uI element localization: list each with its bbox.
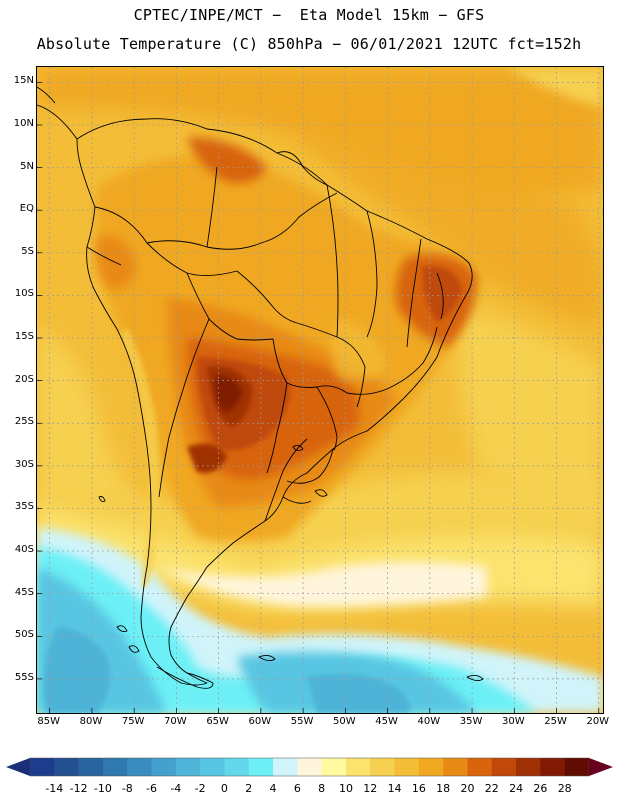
longitude-label: 60W	[248, 716, 272, 727]
colorbar-swatch	[127, 758, 153, 776]
latitude-label: 40S	[14, 544, 34, 556]
latitude-label: 20S	[14, 373, 34, 385]
colorbar-swatch	[443, 758, 468, 776]
colorbar-swatch	[516, 758, 541, 776]
latitude-label: 25S	[14, 416, 34, 428]
colorbar-swatch	[78, 758, 104, 776]
colorbar-swatch	[175, 758, 201, 776]
longitude-label: 30W	[501, 716, 525, 727]
colorbar-swatch	[491, 758, 517, 776]
longitude-label: 70W	[164, 716, 187, 727]
longitude-label: 40W	[417, 716, 441, 727]
colorbar-label: -8	[121, 782, 133, 795]
colorbar-label: -10	[93, 782, 112, 795]
latitude-label: 45S	[14, 586, 34, 598]
longitude-label: 65W	[206, 716, 229, 727]
graticule	[37, 67, 603, 713]
colorbar-label: -14	[45, 782, 64, 795]
colorbar-swatch	[151, 758, 177, 776]
latitude-label: 35S	[14, 501, 34, 513]
colorbar-label: -2	[194, 782, 206, 795]
longitude-label: 55W	[290, 716, 314, 727]
colorbar-swatch	[345, 758, 371, 776]
colorbar-label: 22	[484, 782, 499, 795]
colorbar-label: 28	[557, 782, 572, 795]
latitude-label: 5S	[21, 245, 34, 257]
colorbar-label: 0	[220, 782, 228, 795]
colorbar-label: 12	[363, 782, 378, 795]
colorbar-swatch	[224, 758, 250, 776]
latitude-label: 15N	[13, 75, 34, 87]
colorbar-label: 6	[293, 782, 301, 795]
latitude-label: 10N	[13, 117, 34, 129]
colorbar-label: 10	[338, 782, 353, 795]
colorbar-label: 2	[245, 782, 253, 795]
colorbar-label: 8	[318, 782, 326, 795]
colorbar-swatch	[30, 758, 55, 776]
longitude-label: 45W	[375, 716, 398, 727]
colorbar-label: -6	[146, 782, 157, 795]
longitude-label: 50W	[333, 716, 356, 727]
colorbar-label: 18	[436, 782, 451, 795]
latitude-label: 50S	[14, 629, 34, 641]
colorbar-label: -12	[69, 782, 88, 795]
colorbar-label: 16	[411, 782, 426, 795]
colorbar-label: 4	[269, 782, 277, 795]
colorbar-label: 20	[460, 782, 475, 795]
latitude-label: 30S	[14, 458, 34, 470]
latitude-label: 15S	[14, 331, 34, 342]
map-title-line2: Absolute Temperature (C) 850hPa − 06/01/…	[36, 35, 582, 53]
latitude-label: EQ	[19, 203, 34, 215]
colorbar-swatch	[394, 758, 420, 776]
map-title-line1: CPTEC/INPE/MCT − Eta Model 15km − GFS	[133, 6, 485, 24]
longitude-label: 35W	[459, 716, 483, 727]
longitude-label: 20W	[586, 716, 610, 727]
colorbar-label: 14	[387, 782, 402, 795]
longitude-label: 75W	[121, 716, 145, 727]
temperature-map	[36, 66, 604, 714]
colorbar-label: 24	[509, 782, 524, 795]
colorbar-swatch	[200, 758, 225, 776]
colorbar-swatch	[297, 758, 323, 776]
colorbar-high-arrow	[589, 758, 613, 776]
colorbar-low-arrow	[6, 758, 30, 776]
colorbar-label: -4	[170, 782, 182, 795]
temperature-field	[37, 67, 603, 713]
latitude-label: 5N	[20, 160, 34, 172]
colorbar-label: 26	[533, 782, 548, 795]
colorbar-swatch	[273, 758, 298, 776]
coastlines	[37, 86, 484, 689]
colorbar-swatch	[540, 758, 566, 776]
colorbar-swatch	[467, 758, 493, 776]
colorbar-swatch	[370, 758, 396, 776]
latitude-label: 10S	[14, 288, 34, 300]
colorbar-swatch	[418, 758, 444, 776]
colorbar-swatch	[564, 758, 590, 776]
longitude-label: 25W	[544, 716, 567, 727]
colorbar-swatch	[102, 758, 128, 776]
colorbar-swatch	[54, 758, 80, 776]
latitude-label: 55S	[14, 671, 34, 683]
longitude-label: 85W	[37, 716, 60, 727]
longitude-label: 80W	[79, 716, 103, 727]
colorbar-swatch	[248, 758, 274, 776]
map-canvas	[37, 67, 603, 713]
color-scale-bar	[6, 757, 613, 777]
colorbar-swatch	[321, 758, 347, 776]
